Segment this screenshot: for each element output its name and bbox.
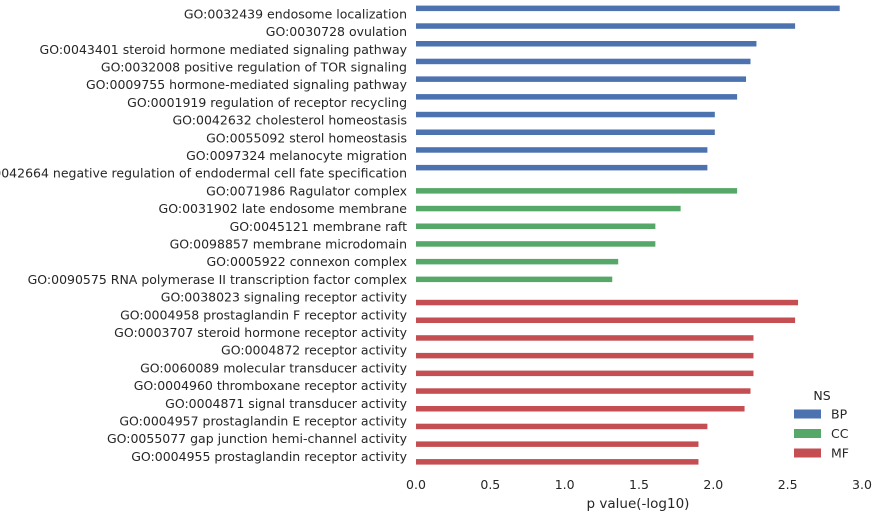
bar-cc xyxy=(416,276,613,283)
bar-mf xyxy=(416,370,754,377)
bar-bp xyxy=(416,164,708,171)
legend: NS BP CC MF xyxy=(794,388,849,461)
bar-cc xyxy=(416,205,681,212)
legend-swatch-cc xyxy=(794,429,821,438)
bar-cc xyxy=(416,241,656,247)
category-label: GO:0004955 prostaglandin receptor activi… xyxy=(131,449,407,464)
legend-label-bp: BP xyxy=(831,407,848,422)
category-label: GO:0038023 signaling receptor activity xyxy=(161,290,408,305)
category-label: GO:0055077 gap junction hemi-channel act… xyxy=(107,431,408,446)
bar-mf xyxy=(416,441,699,447)
category-label: GO:0003707 steroid hormone receptor acti… xyxy=(114,325,407,340)
bar-bp xyxy=(416,23,796,29)
category-label: GO:0042664 negative regulation of endode… xyxy=(0,166,407,181)
bar-bp xyxy=(416,76,747,82)
bar-cc xyxy=(416,188,738,194)
legend-swatch-bp xyxy=(794,409,821,419)
x-tick-label: 3.0 xyxy=(852,477,872,492)
bar-mf xyxy=(416,423,708,430)
bar-bp xyxy=(416,129,715,135)
category-label: GO:0042632 cholesterol homeostasis xyxy=(173,113,408,128)
legend-label-cc: CC xyxy=(831,426,849,441)
bar-cc xyxy=(416,258,619,265)
legend-title: NS xyxy=(813,388,830,403)
bar-mf xyxy=(416,317,796,323)
x-tick-label: 0.5 xyxy=(480,477,500,492)
bar-cc xyxy=(416,223,656,229)
bars-layer xyxy=(416,5,840,465)
category-label: GO:0097324 melanocyte migration xyxy=(186,148,407,163)
bar-bp xyxy=(416,58,751,65)
bar-bp xyxy=(416,5,840,12)
category-label: GO:0043401 steroid hormone mediated sign… xyxy=(40,42,408,57)
category-label: GO:0071986 Ragulator complex xyxy=(206,183,407,198)
legend-items: BP CC MF xyxy=(794,407,849,461)
category-label: GO:0009755 hormone-mediated signaling pa… xyxy=(86,77,408,92)
category-label: GO:0060089 molecular transducer activity xyxy=(140,360,408,375)
category-label: GO:0005922 connexon complex xyxy=(206,254,407,269)
category-label: GO:0098857 membrane microdomain xyxy=(170,236,407,251)
category-label: GO:0004957 prostaglandin E receptor acti… xyxy=(119,413,407,428)
x-tick-label: 1.5 xyxy=(629,477,649,492)
x-axis-title: p value(-log10) xyxy=(587,496,690,512)
category-label: GO:0004958 prostaglandin F receptor acti… xyxy=(120,307,408,322)
x-tick-label: 1.0 xyxy=(555,477,575,492)
legend-swatch-mf xyxy=(794,448,821,458)
category-label: GO:0045121 membrane raft xyxy=(230,219,408,234)
x-tick-label: 0.0 xyxy=(406,477,426,492)
bar-bp xyxy=(416,147,708,153)
bar-mf xyxy=(416,406,745,412)
category-labels: GO:0032439 endosome localization GO:00307… xyxy=(0,6,408,464)
bar-mf xyxy=(416,388,751,394)
category-label: GO:0004960 thromboxane receptor activity xyxy=(134,378,408,393)
category-label: GO:0001919 regulation of receptor recycl… xyxy=(127,95,407,110)
bar-mf xyxy=(416,299,799,306)
bar-mf xyxy=(416,352,754,359)
category-label: GO:0055092 sterol homeostasis xyxy=(206,130,407,145)
category-label: GO:0004872 receptor activity xyxy=(221,343,408,358)
category-label: GO:0032439 endosome localization xyxy=(184,6,407,21)
category-label: GO:0004871 signal transducer activity xyxy=(165,396,407,411)
bar-mf xyxy=(416,459,699,465)
x-tick-label: 2.0 xyxy=(703,477,723,492)
category-label: GO:0030728 ovulation xyxy=(266,24,407,39)
bar-bp xyxy=(416,41,757,47)
x-tick-label: 2.5 xyxy=(778,477,798,492)
bar-mf xyxy=(416,335,754,341)
category-label: GO:0090575 RNA polymerase II transcripti… xyxy=(28,272,407,287)
category-label: GO:0032008 positive regulation of TOR si… xyxy=(101,59,407,74)
category-label: GO:0031902 late endosome membrane xyxy=(159,201,408,216)
bar-bp xyxy=(416,94,738,100)
legend-label-mf: MF xyxy=(831,446,849,461)
bar-bp xyxy=(416,111,715,118)
x-axis-ticks: 0.0 0.5 1.0 1.5 2.0 2.5 3.0 xyxy=(406,477,872,492)
